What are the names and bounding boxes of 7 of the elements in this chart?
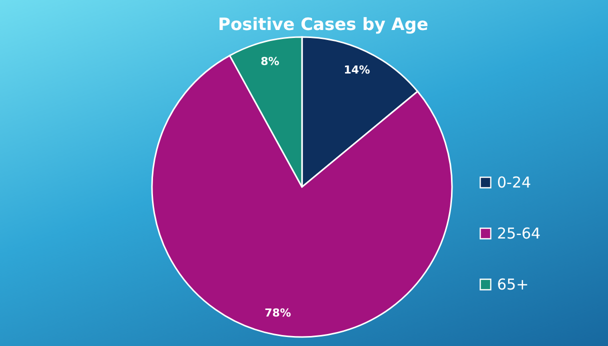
legend-label: 25-64 xyxy=(497,224,541,242)
data-label: 14% xyxy=(344,63,370,76)
legend-label: 65+ xyxy=(497,276,529,294)
data-label: 78% xyxy=(264,306,291,320)
legend-label: 0-24 xyxy=(497,174,532,192)
data-label: 8% xyxy=(260,55,280,68)
chart-title: Positive Cases by Age xyxy=(218,15,428,35)
